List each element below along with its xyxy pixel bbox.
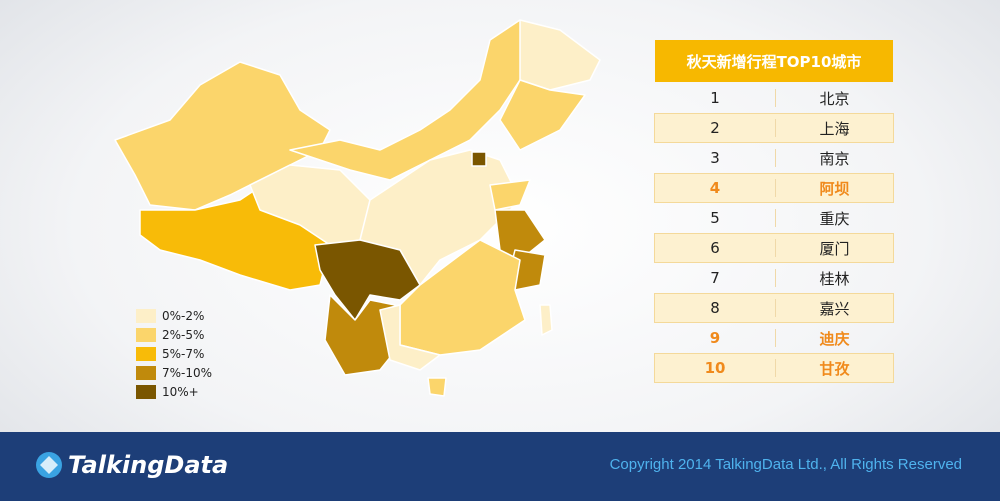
- city: 阿坝: [819, 179, 850, 198]
- table-row: 4 阿坝: [654, 173, 894, 203]
- legend-swatch: [136, 308, 156, 323]
- legend-swatch: [136, 384, 156, 399]
- region: [471, 151, 487, 167]
- logo-text: TalkingData: [68, 451, 229, 479]
- table-row: 7 桂林: [655, 264, 893, 292]
- legend-label: 10%+: [162, 384, 199, 399]
- region: [314, 239, 421, 321]
- rank: 6: [655, 239, 776, 257]
- copyright: Copyright 2014 TalkingData Ltd., All Rig…: [609, 456, 962, 473]
- table-row: 10 甘孜: [654, 353, 894, 383]
- region: [427, 377, 447, 397]
- table-row: 3 南京: [655, 144, 893, 172]
- region: [494, 209, 546, 261]
- legend-swatch: [136, 346, 156, 361]
- legend: 0%-2% 2%-5% 5%-7% 7%-10% 10%+: [136, 306, 212, 401]
- city: 桂林: [819, 269, 850, 288]
- top10-table: 秋天新增行程TOP10城市 1 北京 2 上海 3 南京 4 阿坝 5 重庆 6 厦门 7 桂林 8 嘉兴 9 迪…: [654, 40, 894, 383]
- city: 厦门: [819, 239, 850, 258]
- table-row: 1 北京: [655, 84, 893, 112]
- footer: TalkingData Copyright 2014 TalkingData L…: [0, 432, 1000, 501]
- legend-item: 2%-5%: [136, 325, 212, 344]
- rank: 1: [655, 89, 776, 107]
- china-map: [114, 19, 601, 397]
- table-row: 2 上海: [654, 113, 894, 143]
- city: 上海: [819, 119, 850, 138]
- logo-icon: [36, 452, 62, 478]
- table-row: 5 重庆: [655, 204, 893, 232]
- city: 南京: [819, 149, 850, 168]
- city: 甘孜: [819, 359, 850, 378]
- rank: 5: [655, 209, 776, 227]
- rank: 3: [655, 149, 776, 167]
- city: 北京: [819, 89, 850, 108]
- rank: 10: [655, 359, 776, 377]
- logo: TalkingData: [34, 450, 228, 480]
- rank: 7: [655, 269, 776, 287]
- city: 重庆: [819, 209, 850, 228]
- rank: 9: [655, 329, 776, 347]
- legend-label: 5%-7%: [162, 346, 205, 361]
- table-row: 8 嘉兴: [654, 293, 894, 323]
- city: 迪庆: [819, 329, 850, 348]
- region: [539, 304, 553, 336]
- region: [289, 19, 546, 181]
- legend-item: 10%+: [136, 382, 212, 401]
- table-row: 9 迪庆: [655, 324, 893, 352]
- table-title: 秋天新增行程TOP10城市: [655, 40, 893, 82]
- rank: 8: [655, 299, 776, 317]
- legend-label: 7%-10%: [162, 365, 213, 380]
- legend-label: 2%-5%: [162, 327, 205, 342]
- rank: 4: [655, 179, 776, 197]
- legend-item: 7%-10%: [136, 363, 212, 382]
- table-row: 6 厦门: [654, 233, 894, 263]
- rank: 2: [655, 119, 776, 137]
- region: [499, 79, 586, 151]
- city: 嘉兴: [819, 299, 850, 318]
- legend-label: 0%-2%: [162, 308, 205, 323]
- region: [519, 19, 601, 91]
- legend-swatch: [136, 365, 156, 380]
- legend-swatch: [136, 327, 156, 342]
- legend-item: 0%-2%: [136, 306, 212, 325]
- region: [489, 179, 531, 211]
- region: [379, 304, 441, 371]
- legend-item: 5%-7%: [136, 344, 212, 363]
